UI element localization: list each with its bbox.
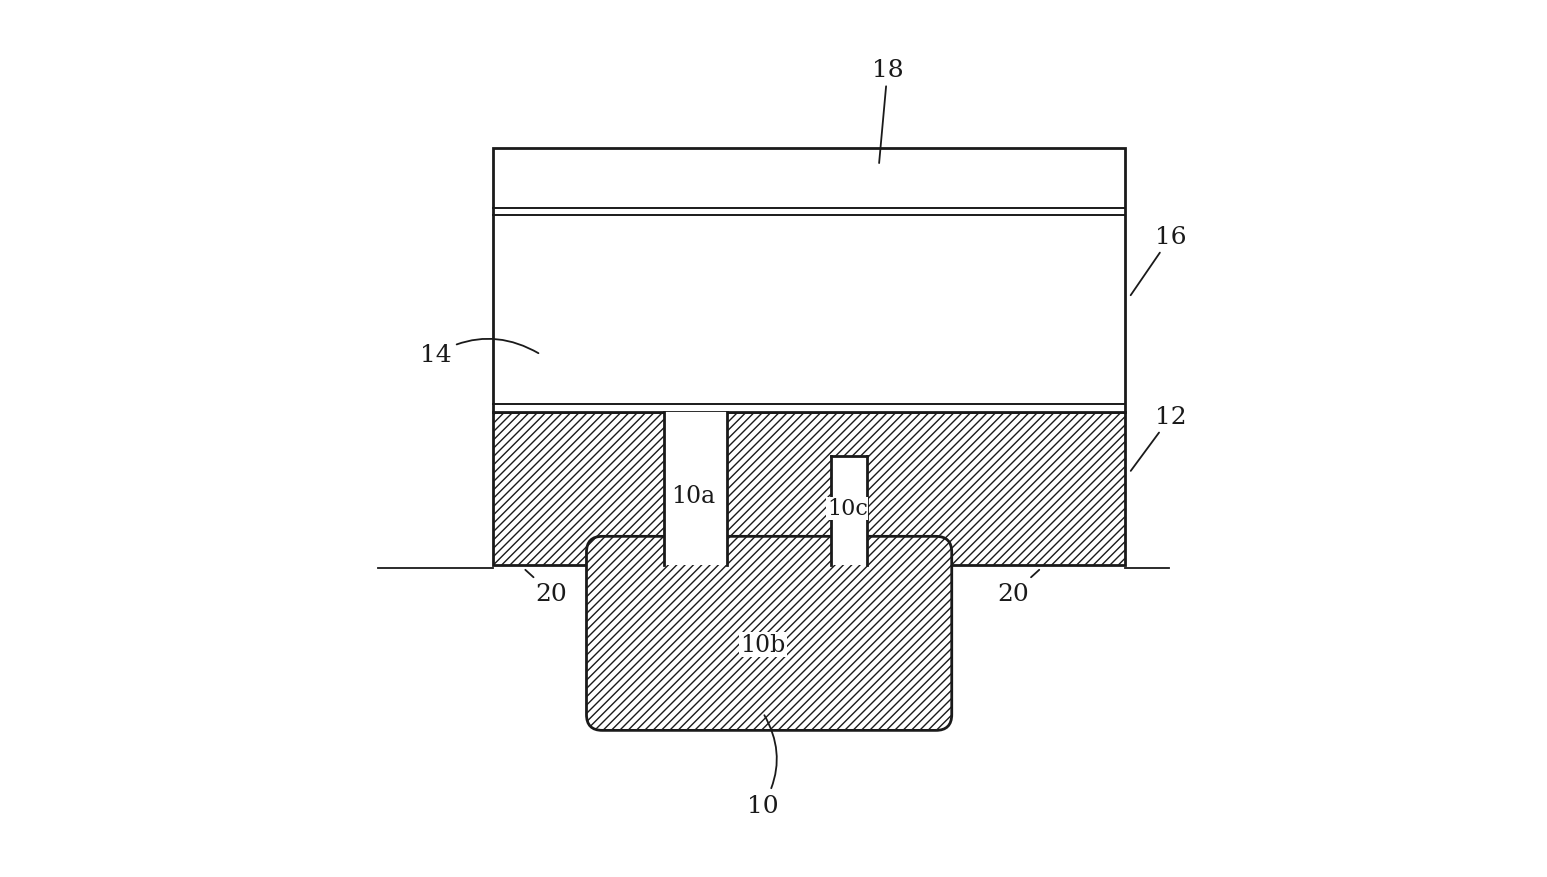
Bar xyxy=(831,456,868,566)
Text: 14: 14 xyxy=(419,339,538,367)
Text: 10a: 10a xyxy=(671,484,715,507)
Text: 20: 20 xyxy=(998,570,1040,605)
Text: 10c: 10c xyxy=(826,497,868,520)
Text: 10b: 10b xyxy=(741,633,786,656)
Text: 18: 18 xyxy=(873,59,903,164)
Text: 20: 20 xyxy=(526,570,568,605)
Text: 16: 16 xyxy=(1131,225,1187,296)
Bar xyxy=(664,412,727,566)
Text: 12: 12 xyxy=(1131,405,1187,471)
Text: 10: 10 xyxy=(747,716,778,816)
Bar xyxy=(492,412,1125,566)
FancyBboxPatch shape xyxy=(586,537,951,731)
Bar xyxy=(492,149,1125,412)
